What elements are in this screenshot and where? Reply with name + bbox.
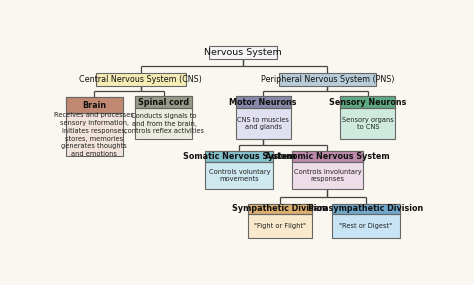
FancyBboxPatch shape — [136, 96, 192, 139]
Text: Autonomic Nervous System: Autonomic Nervous System — [265, 152, 390, 161]
Text: Somatic Nervous System: Somatic Nervous System — [183, 152, 296, 161]
FancyBboxPatch shape — [66, 97, 123, 156]
FancyBboxPatch shape — [236, 96, 291, 139]
Text: Motor Neurons: Motor Neurons — [229, 98, 297, 107]
FancyBboxPatch shape — [247, 204, 312, 238]
FancyBboxPatch shape — [332, 204, 400, 214]
Text: "Fight or Flight": "Fight or Flight" — [254, 223, 306, 229]
Text: Conducts signals to
and from the brain,
controls reflex activities: Conducts signals to and from the brain, … — [124, 113, 204, 134]
Text: Sensory organs
to CNS: Sensory organs to CNS — [342, 117, 394, 131]
FancyBboxPatch shape — [292, 151, 363, 162]
Text: Peripheral Nervous System (PNS): Peripheral Nervous System (PNS) — [261, 75, 394, 84]
Text: Sympathetic Division: Sympathetic Division — [232, 204, 328, 213]
FancyBboxPatch shape — [205, 151, 273, 189]
Text: Receives and processes
sensory information,
initiates responses,
stores, memorie: Receives and processes sensory informati… — [54, 112, 134, 157]
FancyBboxPatch shape — [236, 96, 291, 108]
Text: "Rest or Digest": "Rest or Digest" — [339, 223, 392, 229]
Text: Sensory Neurons: Sensory Neurons — [329, 98, 407, 107]
FancyBboxPatch shape — [66, 97, 123, 113]
Text: Controls voluntary
movements: Controls voluntary movements — [209, 169, 270, 182]
Text: Spinal cord: Spinal cord — [138, 98, 190, 107]
FancyBboxPatch shape — [205, 151, 273, 162]
Text: Controls involuntary
responses: Controls involuntary responses — [293, 169, 361, 182]
FancyBboxPatch shape — [279, 73, 375, 86]
FancyBboxPatch shape — [332, 204, 400, 238]
FancyBboxPatch shape — [96, 73, 186, 86]
FancyBboxPatch shape — [340, 96, 395, 139]
FancyBboxPatch shape — [247, 204, 312, 214]
Text: Parasympathetic Division: Parasympathetic Division — [309, 204, 424, 213]
Text: Nervous System: Nervous System — [204, 48, 282, 57]
Text: CNS to muscles
and glands: CNS to muscles and glands — [237, 117, 289, 131]
FancyBboxPatch shape — [209, 46, 277, 59]
FancyBboxPatch shape — [136, 96, 192, 108]
FancyBboxPatch shape — [292, 151, 363, 189]
Text: Brain: Brain — [82, 101, 106, 109]
Text: Central Nervous System (CNS): Central Nervous System (CNS) — [79, 75, 202, 84]
FancyBboxPatch shape — [340, 96, 395, 108]
FancyBboxPatch shape — [55, 32, 431, 256]
